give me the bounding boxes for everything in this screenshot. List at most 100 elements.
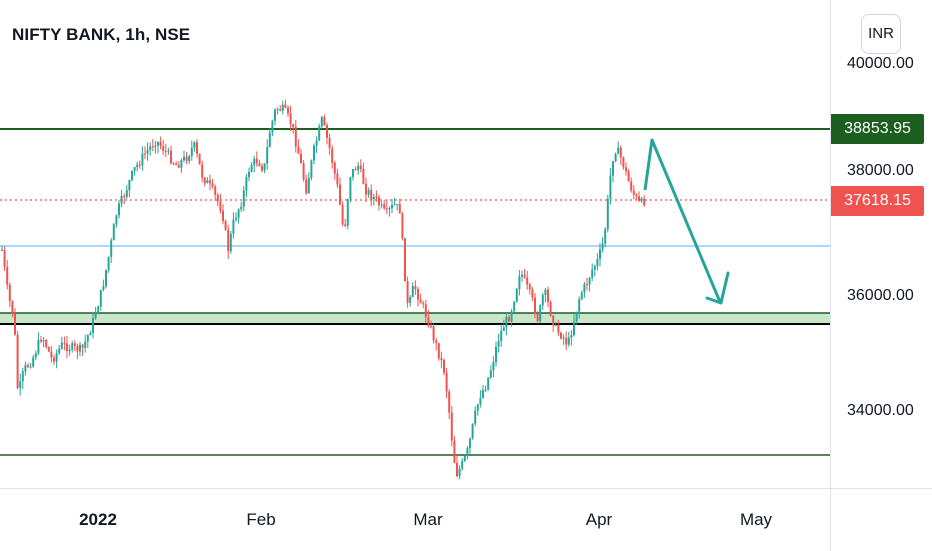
- candle-body: [388, 208, 391, 210]
- projection-arrow-head: [705, 271, 730, 305]
- candle-body: [565, 337, 568, 345]
- candle-body: [172, 163, 175, 165]
- candle-body: [188, 156, 191, 162]
- candle-body: [81, 344, 84, 348]
- candle-body: [474, 410, 477, 424]
- candle-body: [287, 107, 289, 114]
- candle-body: [398, 204, 401, 214]
- candle-body: [437, 343, 440, 359]
- candle-body: [232, 219, 235, 234]
- candle-body: [422, 303, 425, 305]
- candle-body: [305, 179, 308, 194]
- candle-body: [258, 163, 261, 166]
- candle-body: [526, 277, 529, 285]
- candle-body: [203, 177, 206, 184]
- candle-body: [144, 153, 146, 155]
- resistance-price-badge: 38853.95: [831, 114, 924, 144]
- candle-body: [567, 337, 570, 345]
- candle-body: [339, 184, 341, 205]
- candle-body: [393, 204, 396, 206]
- candle-body: [206, 180, 209, 184]
- candle-body: [632, 190, 635, 195]
- candle-body: [58, 348, 61, 354]
- candle-body: [378, 197, 380, 206]
- candle-body: [544, 289, 547, 295]
- time-axis[interactable]: [0, 488, 830, 551]
- candle-body: [578, 299, 581, 312]
- candle-body: [586, 284, 588, 286]
- candle-body: [105, 269, 107, 287]
- candle-body: [372, 196, 375, 200]
- candle-body: [97, 306, 100, 315]
- price-tick-38000: 38000.00: [847, 162, 914, 179]
- candle-body: [547, 289, 549, 302]
- candle-body: [346, 199, 349, 226]
- candle-body: [417, 289, 419, 300]
- candle-body: [560, 332, 562, 339]
- candle-body: [370, 189, 373, 200]
- candle-body: [136, 164, 139, 168]
- candle-body: [159, 141, 162, 147]
- candle-body: [131, 170, 133, 181]
- candle-body: [456, 462, 458, 477]
- candle-body: [47, 347, 50, 352]
- candle-body: [307, 177, 310, 194]
- candle-body: [333, 162, 336, 174]
- time-tick-2022: 2022: [79, 510, 117, 529]
- projection-arrow[interactable]: [643, 138, 730, 305]
- candle-body: [66, 343, 68, 352]
- candle-body: [349, 177, 352, 200]
- candle-body: [297, 146, 300, 154]
- candle-body: [510, 311, 513, 322]
- candle-body: [430, 325, 432, 327]
- candle-body: [599, 249, 601, 259]
- candle-body: [157, 141, 159, 146]
- candle-body: [453, 440, 456, 463]
- candle-body: [552, 315, 555, 326]
- candle-body: [638, 196, 640, 201]
- candle-body: [284, 104, 287, 108]
- candle-body: [8, 284, 11, 302]
- candle-body: [112, 224, 115, 241]
- candle-body: [235, 217, 237, 220]
- candle-body: [248, 171, 250, 177]
- candle-body: [240, 206, 243, 210]
- price-axis[interactable]: [830, 0, 932, 488]
- candle-body: [352, 169, 354, 178]
- candle-body: [614, 153, 617, 162]
- candle-body: [211, 183, 214, 187]
- candle-body: [622, 157, 625, 168]
- projection-arrow-path[interactable]: [643, 138, 722, 303]
- candle-body: [315, 140, 318, 146]
- candle-body: [640, 198, 643, 201]
- time-tick-mar: Mar: [413, 510, 443, 529]
- candle-body: [341, 204, 344, 225]
- candle-body: [469, 438, 471, 449]
- candle-body: [513, 301, 516, 312]
- price-tick-36000: 36000.00: [847, 287, 914, 304]
- candle-body: [3, 249, 6, 267]
- candle-body: [133, 167, 136, 171]
- candle-body: [71, 343, 74, 350]
- candle-body: [497, 341, 500, 347]
- candle-body: [50, 351, 53, 358]
- candle-body: [606, 198, 609, 230]
- candle-body: [125, 190, 128, 197]
- support-zone[interactable]: [0, 313, 830, 324]
- candle-body: [414, 285, 417, 290]
- candle-body: [466, 448, 469, 456]
- currency-button[interactable]: INR: [861, 14, 901, 54]
- candle-body: [463, 455, 466, 461]
- candle-body: [11, 301, 14, 314]
- candle-body: [445, 372, 448, 392]
- candle-body: [89, 332, 92, 336]
- candle-body: [357, 165, 360, 171]
- candle-body: [24, 365, 27, 372]
- candle-body: [344, 224, 347, 226]
- candle-body: [37, 339, 40, 354]
- candle-body: [6, 266, 9, 285]
- candle-body: [190, 147, 193, 157]
- candle-body: [164, 151, 167, 153]
